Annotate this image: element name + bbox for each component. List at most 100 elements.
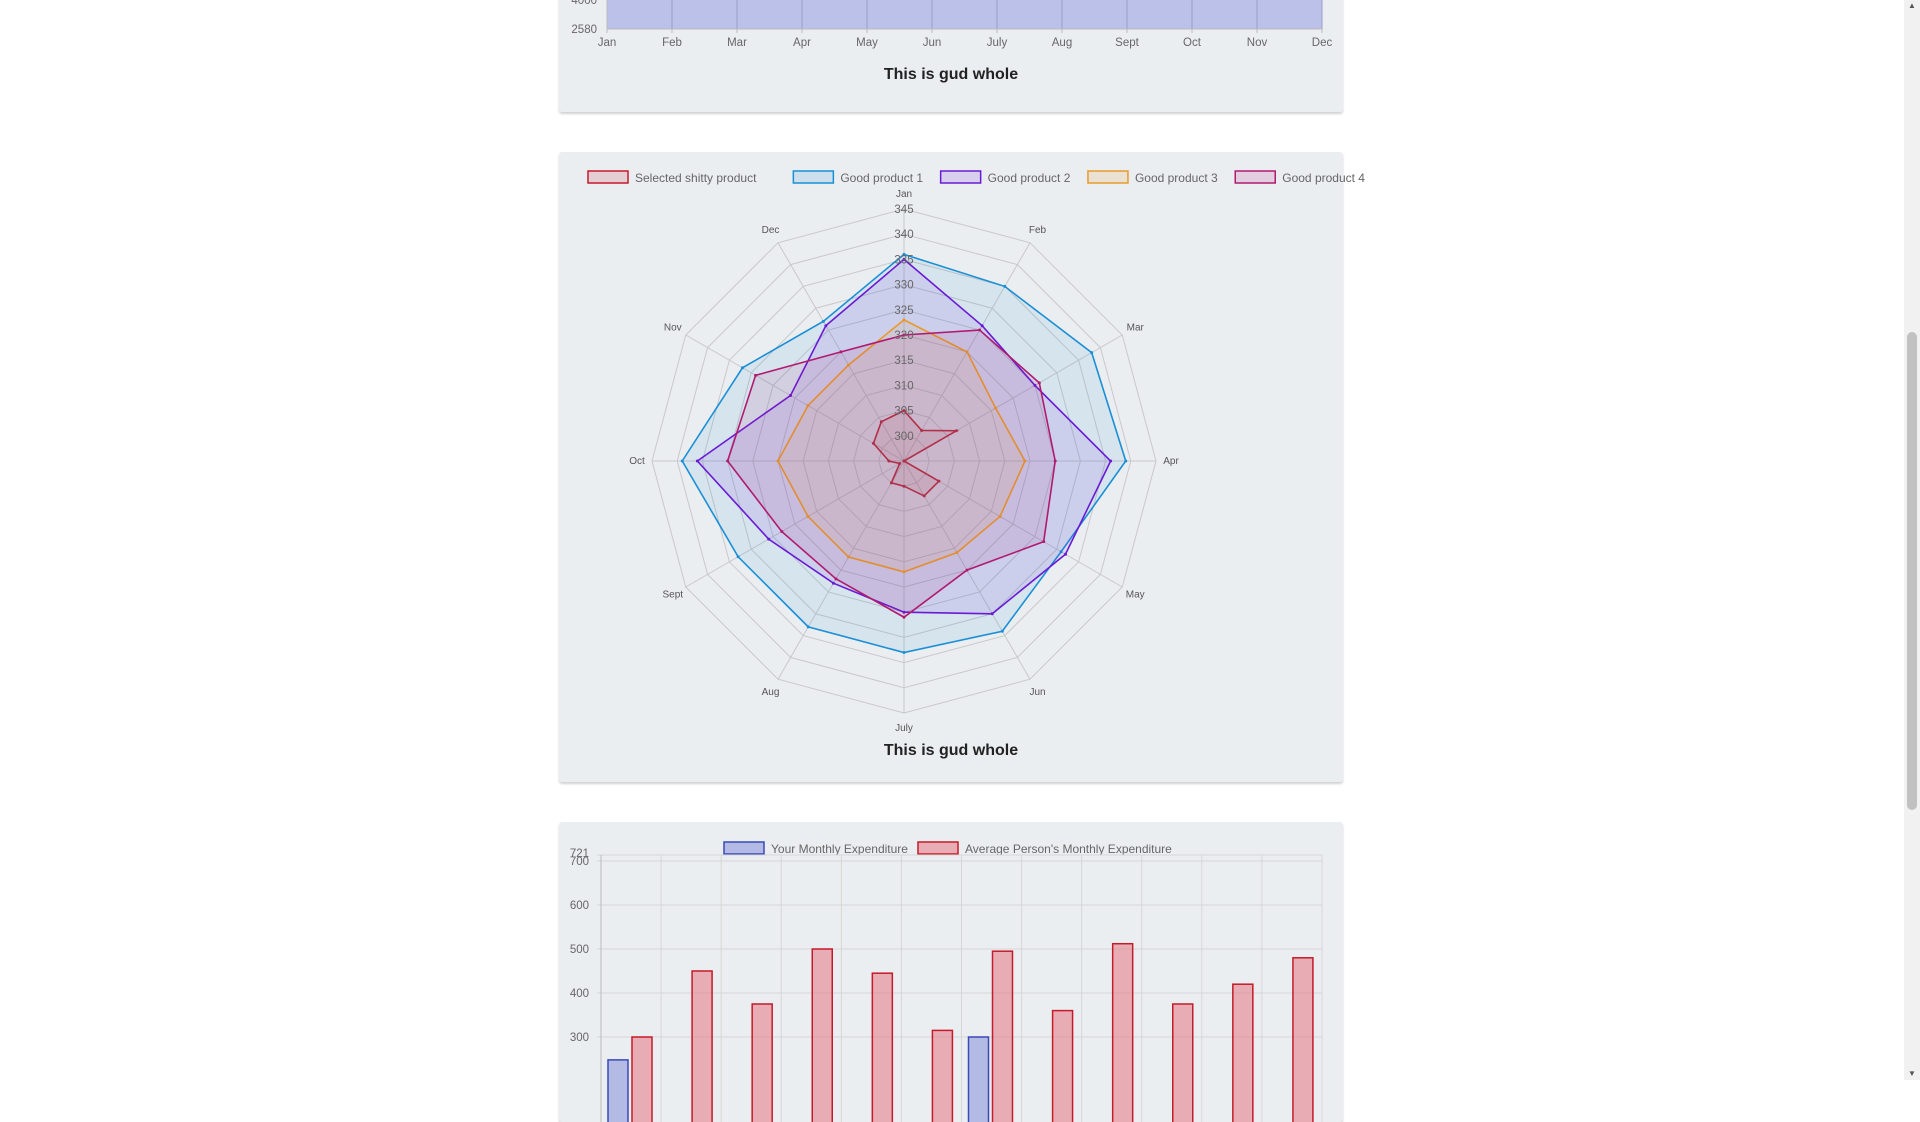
bar-average-expenditure	[1232, 983, 1254, 1122]
bar-your-expenditure	[607, 1059, 629, 1122]
radar-tick-label: 320	[894, 330, 913, 342]
radar-point	[902, 610, 906, 614]
radar-spoke	[777, 460, 905, 680]
radar-chart-card: Selected shitty product Good product 1 Goo…	[559, 152, 1365, 782]
radar-point	[1124, 459, 1128, 463]
radar-axis-label: July	[895, 723, 913, 734]
radar-point	[847, 555, 851, 559]
radar-point	[954, 429, 958, 433]
area-fill	[607, 0, 1322, 29]
radar-tick-label: 310	[894, 380, 913, 392]
radar-axis-label: Feb	[1029, 225, 1047, 236]
radar-point	[902, 459, 906, 463]
radar-point	[922, 494, 926, 498]
bar-average-expenditure	[871, 972, 894, 1122]
radar-axis-label: Jun	[1029, 687, 1045, 698]
radar-point	[955, 551, 959, 555]
radar-point	[994, 406, 998, 410]
legend-label: Selected shitty product	[635, 171, 757, 185]
bar-y-label: 700	[570, 856, 589, 868]
radar-point	[767, 537, 771, 541]
bar-average-expenditure	[1051, 1009, 1074, 1122]
radar-point	[902, 651, 906, 655]
radar-point	[1042, 540, 1046, 544]
radar-point	[902, 484, 906, 488]
radar-tick-label: 305	[894, 406, 913, 418]
legend-label: Your Monthly Expenditure	[771, 842, 908, 856]
radar-point	[847, 363, 851, 367]
area-x-label: Apr	[793, 37, 811, 49]
radar-point	[776, 459, 780, 463]
radar-point	[937, 479, 941, 483]
area-y-label: 4000	[571, 0, 597, 7]
legend-label: Good product 3	[1135, 171, 1218, 185]
radar-point	[741, 366, 745, 370]
legend-swatch	[917, 841, 959, 855]
radar-point	[902, 252, 906, 256]
radar-point	[990, 612, 994, 616]
radar-point	[1033, 383, 1037, 387]
radar-point	[998, 514, 1002, 518]
radar-axis-label: Dec	[762, 225, 780, 236]
radar-axis-label: May	[1126, 590, 1145, 601]
bar-average-expenditure	[1292, 957, 1314, 1122]
scrollbar-thumb[interactable]	[1907, 332, 1917, 810]
legend-label: Good product 4	[1282, 171, 1365, 185]
scroll-up-icon[interactable]: ▲	[1908, 1, 1916, 10]
radar-tick-label: 300	[894, 431, 913, 443]
radar-point	[1053, 459, 1057, 463]
bar-y-label: 500	[570, 944, 589, 956]
area-x-label: Jun	[923, 37, 942, 49]
radar-axis-label: Mar	[1127, 323, 1145, 334]
area-x-label: Jan	[598, 37, 617, 49]
area-x-label: Oct	[1183, 37, 1202, 49]
area-x-label: Nov	[1247, 37, 1268, 49]
radar-point	[821, 319, 825, 323]
radar-point	[736, 555, 740, 559]
radar-axis-label: Sept	[662, 590, 683, 601]
radar-point	[887, 459, 891, 463]
legend-swatch	[723, 841, 765, 855]
bar-chart: Your Monthly Expenditure Average Person's…	[570, 841, 1323, 1122]
radar-axis-label: Nov	[664, 323, 682, 334]
bar-average-expenditure	[991, 950, 1014, 1122]
radar-point	[965, 568, 969, 572]
radar-point	[680, 459, 684, 463]
radar-point	[1109, 459, 1113, 463]
legend-swatch	[939, 170, 982, 184]
area-x-label: Sept	[1115, 37, 1139, 49]
radar-point	[1003, 284, 1007, 288]
legend-swatch	[1234, 170, 1276, 184]
radar-point	[965, 350, 969, 354]
bar-average-expenditure	[811, 948, 833, 1122]
area-x-label: Feb	[662, 37, 682, 49]
area-x-label: Dec	[1312, 37, 1333, 49]
bar-y-label: 600	[570, 900, 589, 912]
radar-tick-label: 315	[894, 355, 913, 367]
area-x-label: May	[856, 37, 878, 49]
bar-average-expenditure	[1111, 942, 1134, 1122]
radar-point	[806, 404, 810, 408]
radar-point	[806, 625, 810, 629]
radar-point	[1090, 351, 1094, 355]
radar-point	[824, 324, 828, 328]
radar-point	[978, 328, 982, 332]
radar-tick-label: 335	[894, 254, 913, 266]
radar-point	[1037, 381, 1041, 385]
radar-point	[902, 409, 906, 413]
area-x-label: Aug	[1052, 37, 1072, 49]
radar-tick-label: 345	[894, 204, 913, 216]
legend-swatch	[587, 170, 629, 184]
legend-label: Average Person's Monthly Expenditure	[965, 842, 1172, 856]
legend-label: Good product 2	[988, 171, 1071, 185]
bar-chart-card: Your Monthly Expenditure Average Person's…	[559, 822, 1343, 1122]
radar-tick-label: 325	[894, 305, 913, 317]
legend-swatch	[1087, 170, 1129, 184]
radar-tick-label: 340	[894, 229, 913, 241]
radar-spoke	[685, 334, 905, 462]
radar-point	[839, 350, 843, 354]
radar-point	[902, 333, 906, 337]
radar-point	[902, 615, 906, 619]
scroll-down-icon[interactable]: ▼	[1908, 1069, 1916, 1078]
radar-chart: Selected shitty product Good product 1 Goo…	[587, 170, 1365, 759]
